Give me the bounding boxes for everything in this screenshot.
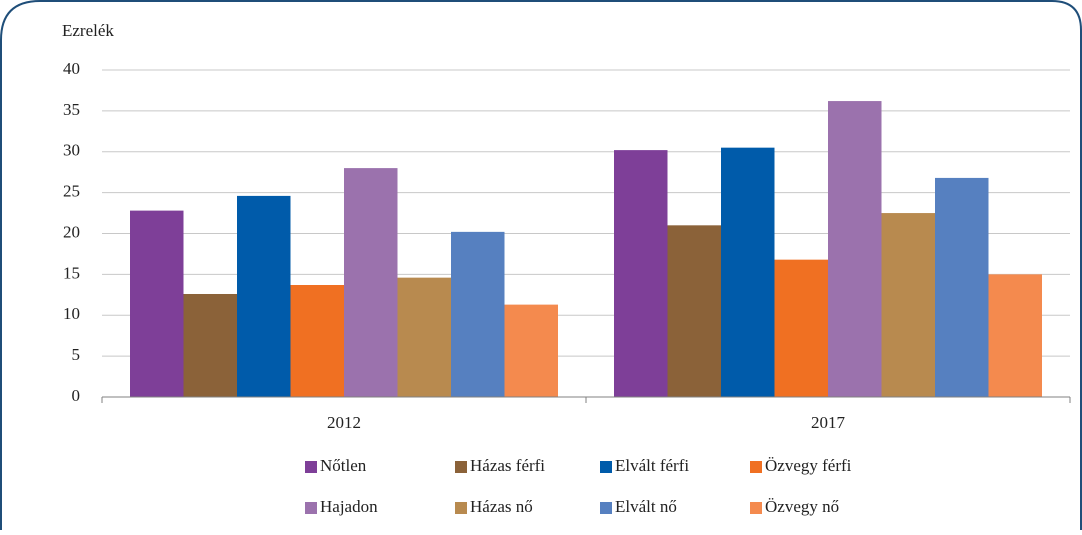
y-tick-label: 10 [63, 304, 80, 323]
bar [130, 210, 184, 397]
bar [237, 195, 291, 397]
bar [988, 274, 1042, 397]
y-tick-label: 5 [72, 345, 81, 364]
legend-label: Házas nő [470, 497, 533, 516]
legend-swatch [455, 461, 467, 473]
legend-label: Özvegy férfi [765, 456, 852, 475]
bar [721, 147, 775, 397]
bar [935, 177, 989, 397]
x-tick-label: 2017 [811, 413, 846, 432]
legend-swatch [600, 461, 612, 473]
legend-label: Özvegy nő [765, 497, 839, 516]
bar [614, 150, 668, 397]
y-tick-label: 40 [63, 59, 80, 78]
bar [828, 101, 882, 397]
legend-swatch [750, 461, 762, 473]
legend-label: Elvált nő [615, 497, 677, 516]
legend-swatch [600, 502, 612, 514]
legend-swatch [750, 502, 762, 514]
bar [397, 277, 451, 397]
legend-label: Hajadon [320, 497, 378, 516]
bar [290, 285, 344, 397]
legend-swatch [305, 461, 317, 473]
x-tick-label: 2012 [327, 413, 361, 432]
bar [774, 259, 828, 397]
y-tick-label: 15 [63, 263, 80, 282]
bar [183, 293, 237, 397]
y-tick-label: 20 [63, 222, 80, 241]
y-tick-label: 35 [63, 100, 80, 119]
bar [881, 213, 935, 397]
bar [667, 225, 721, 397]
y-tick-label: 25 [63, 182, 80, 201]
bar [451, 231, 505, 397]
y-tick-label: 30 [63, 141, 80, 160]
legend-label: Házas férfi [470, 456, 545, 475]
y-tick-label: 0 [72, 386, 81, 405]
y-axis-label: Ezrelék [62, 21, 114, 40]
bar [344, 168, 398, 397]
bar [504, 304, 558, 397]
legend-label: Elvált férfi [615, 456, 689, 475]
legend-label: Nőtlen [320, 456, 367, 475]
legend-swatch [455, 502, 467, 514]
legend-swatch [305, 502, 317, 514]
